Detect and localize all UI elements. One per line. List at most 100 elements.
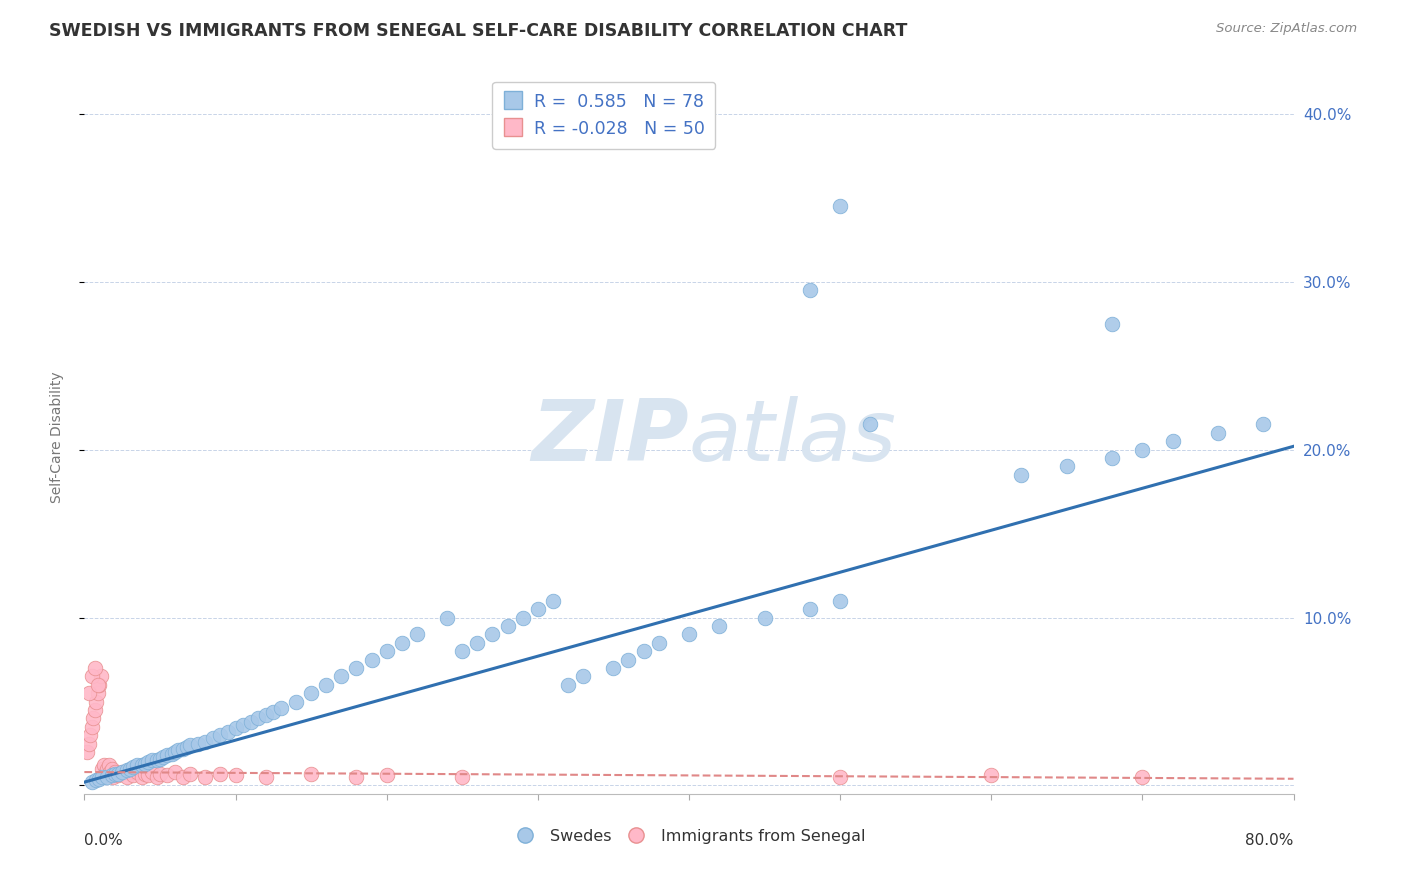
Point [247, 711, 270, 725]
Point [436, 610, 458, 624]
Point [451, 770, 474, 784]
Point [754, 610, 776, 624]
Y-axis label: Self-Care Disability: Self-Care Disability [49, 371, 63, 503]
Point [496, 619, 519, 633]
Point [107, 766, 129, 780]
Point [225, 768, 247, 782]
Point [127, 765, 149, 780]
Text: 0.0%: 0.0% [84, 833, 124, 848]
Point [84, 703, 107, 717]
Point [406, 627, 429, 641]
Point [100, 762, 122, 776]
Point [209, 766, 232, 780]
Point [84, 661, 107, 675]
Point [391, 636, 413, 650]
Point [118, 762, 141, 776]
Point [194, 770, 217, 784]
Point [830, 199, 852, 213]
Point [467, 636, 489, 650]
Point [617, 652, 640, 666]
Point [1011, 467, 1033, 482]
Point [1056, 459, 1078, 474]
Point [94, 765, 117, 780]
Point [285, 694, 308, 708]
Point [648, 636, 671, 650]
Point [134, 766, 156, 780]
Point [172, 770, 194, 784]
Point [86, 694, 108, 708]
Point [136, 768, 159, 782]
Point [346, 770, 368, 784]
Point [111, 765, 134, 780]
Point [90, 669, 112, 683]
Text: 80.0%: 80.0% [1246, 833, 1294, 848]
Point [209, 728, 232, 742]
Point [330, 669, 353, 683]
Point [346, 661, 368, 675]
Point [118, 765, 141, 780]
Point [830, 770, 852, 784]
Point [1161, 434, 1184, 449]
Point [557, 678, 579, 692]
Point [80, 775, 103, 789]
Point [239, 714, 262, 729]
Point [709, 619, 731, 633]
Point [299, 766, 322, 780]
Point [270, 701, 292, 715]
Point [799, 602, 821, 616]
Point [100, 768, 122, 782]
Point [176, 739, 198, 754]
Point [77, 686, 100, 700]
Point [149, 751, 172, 765]
Point [89, 772, 111, 786]
Point [96, 762, 118, 776]
Point [830, 594, 852, 608]
Text: atlas: atlas [689, 395, 897, 479]
Point [101, 770, 124, 784]
Point [315, 678, 337, 692]
Point [187, 737, 209, 751]
Point [134, 756, 156, 771]
Point [80, 669, 103, 683]
Point [104, 765, 127, 780]
Point [1101, 317, 1123, 331]
Point [115, 770, 138, 784]
Point [375, 644, 398, 658]
Point [602, 661, 624, 675]
Point [86, 773, 108, 788]
Point [1253, 417, 1275, 432]
Point [165, 765, 187, 780]
Point [165, 745, 187, 759]
Point [678, 627, 700, 641]
Point [451, 644, 474, 658]
Point [1206, 425, 1229, 440]
Point [87, 686, 110, 700]
Point [232, 718, 254, 732]
Point [152, 750, 174, 764]
Point [980, 768, 1002, 782]
Point [115, 764, 138, 778]
Point [217, 724, 239, 739]
Point [80, 720, 103, 734]
Point [131, 770, 153, 784]
Point [156, 768, 179, 782]
Point [131, 758, 153, 772]
Point [1101, 451, 1123, 466]
Point [77, 737, 100, 751]
Point [156, 748, 179, 763]
Point [111, 765, 134, 780]
Point [121, 760, 143, 774]
Text: SWEDISH VS IMMIGRANTS FROM SENEGAL SELF-CARE DISABILITY CORRELATION CHART: SWEDISH VS IMMIGRANTS FROM SENEGAL SELF-… [49, 22, 908, 40]
Point [82, 711, 104, 725]
Point [799, 283, 821, 297]
Point [96, 770, 118, 784]
Legend: Swedes, Immigrants from Senegal: Swedes, Immigrants from Senegal [506, 822, 872, 850]
Point [859, 417, 882, 432]
Point [93, 758, 115, 772]
Point [121, 768, 143, 782]
Point [262, 705, 284, 719]
Text: Source: ZipAtlas.com: Source: ZipAtlas.com [1216, 22, 1357, 36]
Point [146, 770, 169, 784]
Point [1130, 442, 1153, 457]
Point [97, 758, 120, 772]
